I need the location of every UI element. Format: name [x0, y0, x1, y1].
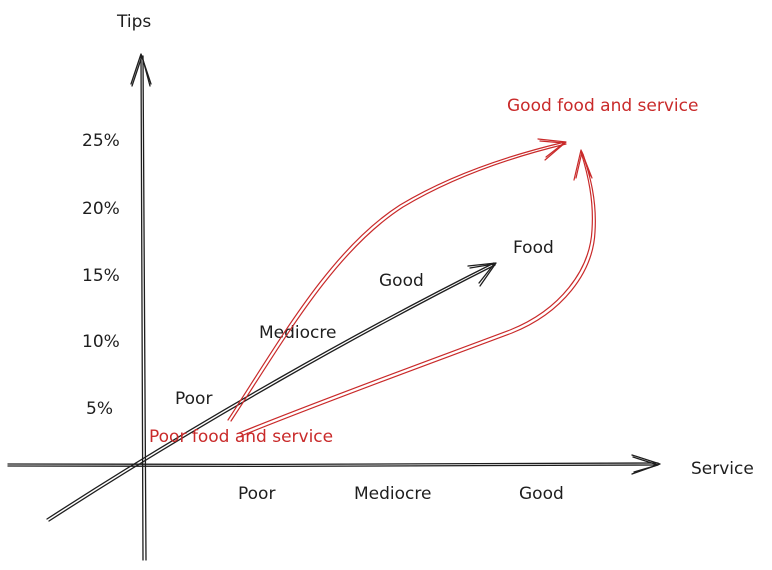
y-axis: [130, 53, 152, 561]
x-tick-mediocre: Mediocre: [354, 484, 431, 504]
good-food-and-service-label: Good food and service: [507, 96, 698, 116]
food-axis-label: Food: [513, 238, 554, 258]
food-tick-mediocre: Mediocre: [259, 323, 336, 343]
x-tick-poor: Poor: [238, 484, 275, 504]
x-axis-label: Service: [691, 459, 754, 479]
y-axis-label: Tips: [116, 12, 151, 32]
red-curve-food-path: [227, 138, 567, 422]
food-tick-poor: Poor: [175, 389, 212, 409]
food-axis: [46, 262, 497, 522]
y-tick-10: 10%: [82, 332, 120, 352]
x-tick-good: Good: [519, 484, 564, 504]
poor-food-and-service-label: Poor food and service: [149, 427, 333, 447]
y-tick-5: 5%: [86, 399, 113, 419]
red-curve-service-path: [238, 149, 596, 437]
x-axis: [7, 454, 661, 475]
y-tick-15: 15%: [82, 266, 120, 286]
food-tick-good: Good: [379, 271, 424, 291]
y-tick-25: 25%: [82, 131, 120, 151]
y-tick-20: 20%: [82, 199, 120, 219]
